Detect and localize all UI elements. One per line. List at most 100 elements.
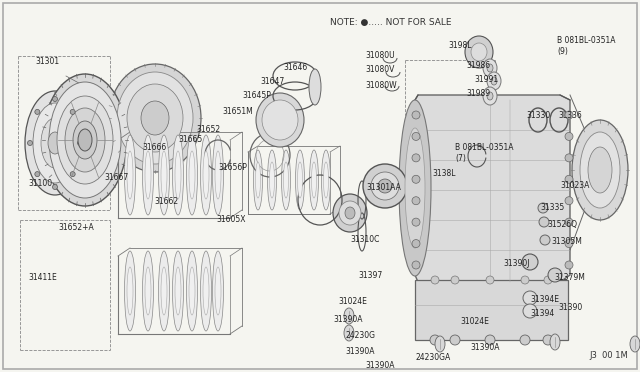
Ellipse shape [323, 162, 328, 198]
Ellipse shape [486, 276, 494, 284]
Ellipse shape [25, 91, 85, 195]
Ellipse shape [630, 336, 640, 352]
Ellipse shape [371, 172, 399, 200]
Ellipse shape [550, 334, 560, 350]
Ellipse shape [143, 251, 154, 331]
Ellipse shape [412, 197, 420, 205]
Ellipse shape [215, 267, 221, 315]
Text: 31411E: 31411E [28, 273, 57, 282]
Ellipse shape [269, 162, 275, 198]
Ellipse shape [57, 96, 113, 184]
Ellipse shape [200, 135, 211, 215]
Text: 31080V: 31080V [365, 65, 394, 74]
Ellipse shape [520, 335, 530, 345]
Text: 31605X: 31605X [216, 215, 246, 224]
Ellipse shape [109, 64, 201, 172]
Ellipse shape [125, 251, 136, 331]
Ellipse shape [143, 135, 154, 215]
Text: 31310C: 31310C [350, 235, 380, 244]
Ellipse shape [215, 151, 221, 199]
Text: 31651M: 31651M [222, 108, 253, 116]
Ellipse shape [70, 109, 75, 114]
Ellipse shape [161, 267, 167, 315]
Ellipse shape [77, 141, 83, 145]
Ellipse shape [117, 72, 193, 164]
Text: 31335: 31335 [540, 202, 564, 212]
Ellipse shape [580, 132, 620, 208]
Ellipse shape [159, 135, 170, 215]
Ellipse shape [175, 151, 181, 199]
Ellipse shape [78, 129, 92, 151]
Ellipse shape [73, 121, 97, 159]
Text: 24230GA: 24230GA [415, 353, 451, 362]
Ellipse shape [49, 82, 121, 198]
Text: 31666: 31666 [142, 144, 166, 153]
Ellipse shape [43, 74, 127, 206]
Text: NOTE: ●..... NOT FOR SALE: NOTE: ●..... NOT FOR SALE [330, 17, 451, 26]
Ellipse shape [487, 64, 493, 72]
Ellipse shape [127, 267, 133, 315]
Ellipse shape [309, 69, 321, 105]
Ellipse shape [399, 100, 431, 276]
Text: 31390A: 31390A [333, 314, 362, 324]
Polygon shape [415, 95, 570, 282]
Text: 31662: 31662 [154, 198, 178, 206]
Text: 31301: 31301 [35, 58, 59, 67]
Ellipse shape [35, 109, 40, 114]
Ellipse shape [189, 151, 195, 199]
Text: 31330: 31330 [526, 110, 550, 119]
Ellipse shape [435, 336, 445, 352]
Text: 31305M: 31305M [551, 237, 582, 247]
Text: J3  00 1M: J3 00 1M [589, 351, 628, 360]
Ellipse shape [145, 151, 151, 199]
Text: 31390A: 31390A [365, 362, 394, 371]
Text: 31991: 31991 [474, 76, 498, 84]
Ellipse shape [145, 267, 151, 315]
Text: 31390A: 31390A [470, 343, 499, 353]
Ellipse shape [412, 240, 420, 248]
Text: 31379M: 31379M [554, 273, 585, 282]
Ellipse shape [412, 175, 420, 183]
Ellipse shape [268, 150, 276, 210]
Ellipse shape [256, 93, 304, 147]
Ellipse shape [282, 150, 291, 210]
Text: 31652+A: 31652+A [58, 224, 93, 232]
Ellipse shape [203, 267, 209, 315]
Ellipse shape [262, 100, 298, 140]
Text: 31080W: 31080W [365, 80, 397, 90]
Ellipse shape [203, 151, 209, 199]
Ellipse shape [333, 194, 367, 232]
Polygon shape [415, 280, 568, 340]
Ellipse shape [565, 197, 573, 205]
Ellipse shape [159, 251, 170, 331]
Ellipse shape [588, 147, 612, 193]
Ellipse shape [572, 120, 628, 220]
Ellipse shape [412, 154, 420, 162]
Ellipse shape [412, 218, 420, 226]
Ellipse shape [127, 151, 133, 199]
Ellipse shape [35, 171, 40, 177]
Ellipse shape [363, 164, 407, 208]
Text: 31390A: 31390A [345, 347, 374, 356]
Text: 3L336: 3L336 [558, 110, 582, 119]
Ellipse shape [298, 162, 303, 198]
Ellipse shape [344, 325, 354, 341]
Ellipse shape [378, 179, 392, 193]
Text: 31652: 31652 [196, 125, 220, 135]
Ellipse shape [521, 276, 529, 284]
Ellipse shape [548, 268, 562, 282]
Text: 31390: 31390 [558, 304, 582, 312]
Ellipse shape [543, 335, 553, 345]
Ellipse shape [125, 135, 136, 215]
Text: 31024E: 31024E [338, 298, 367, 307]
Ellipse shape [310, 150, 319, 210]
Ellipse shape [321, 150, 330, 210]
Text: B 081BL-0351A
(7): B 081BL-0351A (7) [455, 143, 513, 163]
Text: 31390J: 31390J [503, 260, 529, 269]
Text: 31301AA: 31301AA [366, 183, 401, 192]
Ellipse shape [565, 175, 573, 183]
Ellipse shape [523, 304, 537, 318]
Text: 31989: 31989 [466, 90, 490, 99]
Ellipse shape [28, 141, 33, 145]
Ellipse shape [312, 162, 317, 198]
